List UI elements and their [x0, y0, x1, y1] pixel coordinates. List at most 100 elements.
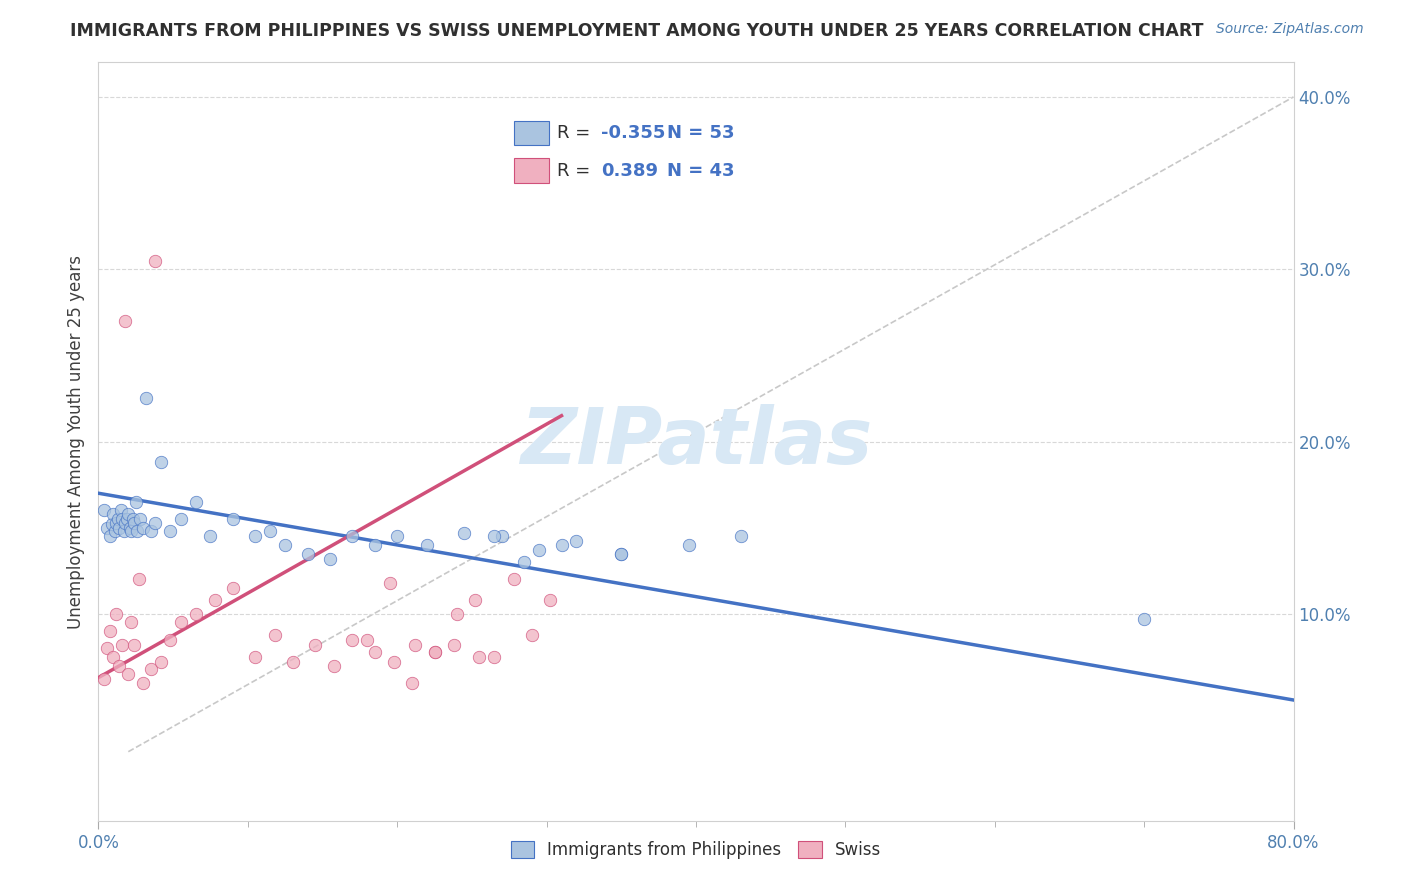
Point — [150, 455, 173, 469]
Point — [491, 529, 513, 543]
Text: R =: R = — [557, 161, 596, 179]
Point — [453, 525, 475, 540]
Point — [150, 655, 173, 669]
Text: Source: ZipAtlas.com: Source: ZipAtlas.com — [1216, 22, 1364, 37]
Text: ZIPatlas: ZIPatlas — [520, 403, 872, 480]
Y-axis label: Unemployment Among Youth under 25 years: Unemployment Among Youth under 25 years — [66, 254, 84, 629]
Point — [263, 627, 285, 641]
Point — [342, 529, 364, 543]
Point — [124, 516, 146, 530]
Point — [159, 524, 181, 538]
Point — [304, 638, 326, 652]
Point — [110, 503, 132, 517]
Point — [169, 615, 191, 630]
Point — [446, 607, 468, 621]
Point — [114, 314, 136, 328]
Point — [111, 512, 134, 526]
Point — [129, 512, 152, 526]
Point — [121, 512, 143, 526]
Point — [468, 649, 491, 664]
Point — [111, 638, 134, 652]
Point — [200, 529, 222, 543]
Point — [281, 655, 304, 669]
Point — [139, 524, 162, 538]
Point — [502, 573, 524, 587]
Point — [550, 538, 572, 552]
FancyBboxPatch shape — [513, 159, 550, 183]
Text: -0.355: -0.355 — [602, 124, 665, 142]
Point — [222, 512, 245, 526]
Point — [443, 638, 465, 652]
Point — [108, 658, 131, 673]
Text: R =: R = — [557, 124, 596, 142]
Point — [114, 516, 136, 530]
Point — [132, 675, 155, 690]
Point — [222, 581, 245, 595]
Point — [103, 649, 125, 664]
Point — [538, 593, 561, 607]
Point — [385, 529, 409, 543]
Point — [416, 538, 439, 552]
FancyBboxPatch shape — [513, 120, 550, 145]
Point — [730, 529, 752, 543]
Text: 0.389: 0.389 — [602, 161, 658, 179]
Point — [378, 575, 401, 590]
Point — [513, 555, 536, 569]
Point — [401, 675, 423, 690]
Point — [274, 538, 297, 552]
Point — [423, 645, 446, 659]
Legend: Immigrants from Philippines, Swiss: Immigrants from Philippines, Swiss — [505, 834, 887, 865]
Point — [124, 638, 146, 652]
Point — [143, 516, 166, 530]
Point — [342, 632, 364, 647]
Point — [319, 551, 342, 566]
Point — [105, 607, 128, 621]
Point — [245, 529, 267, 543]
Point — [382, 655, 405, 669]
Point — [484, 529, 506, 543]
Point — [115, 512, 138, 526]
Point — [404, 638, 426, 652]
Text: N = 43: N = 43 — [666, 161, 735, 179]
Point — [169, 512, 191, 526]
Point — [105, 516, 128, 530]
Point — [98, 529, 122, 543]
Point — [184, 607, 207, 621]
Point — [93, 673, 115, 687]
Point — [364, 538, 387, 552]
Point — [610, 547, 633, 561]
Point — [159, 632, 181, 647]
Point — [356, 632, 378, 647]
Point — [120, 524, 142, 538]
Point — [125, 495, 148, 509]
Point — [678, 538, 700, 552]
Point — [101, 517, 124, 532]
Point — [98, 624, 122, 639]
Point — [565, 534, 588, 549]
Point — [117, 667, 139, 681]
Text: IMMIGRANTS FROM PHILIPPINES VS SWISS UNEMPLOYMENT AMONG YOUTH UNDER 25 YEARS COR: IMMIGRANTS FROM PHILIPPINES VS SWISS UNE… — [70, 22, 1204, 40]
Point — [184, 495, 207, 509]
Point — [245, 649, 267, 664]
Point — [520, 627, 543, 641]
Point — [139, 662, 162, 676]
Point — [610, 547, 633, 561]
Point — [107, 512, 129, 526]
Point — [527, 543, 550, 558]
Point — [103, 507, 125, 521]
Point — [259, 524, 281, 538]
Point — [127, 524, 149, 538]
Point — [423, 645, 446, 659]
Point — [364, 645, 387, 659]
Point — [108, 521, 131, 535]
Point — [143, 253, 166, 268]
Point — [120, 615, 142, 630]
Point — [128, 573, 150, 587]
Point — [104, 524, 127, 538]
Point — [323, 658, 346, 673]
Point — [1133, 612, 1156, 626]
Point — [132, 521, 155, 535]
Point — [96, 521, 118, 535]
Point — [112, 524, 135, 538]
Point — [96, 641, 118, 656]
